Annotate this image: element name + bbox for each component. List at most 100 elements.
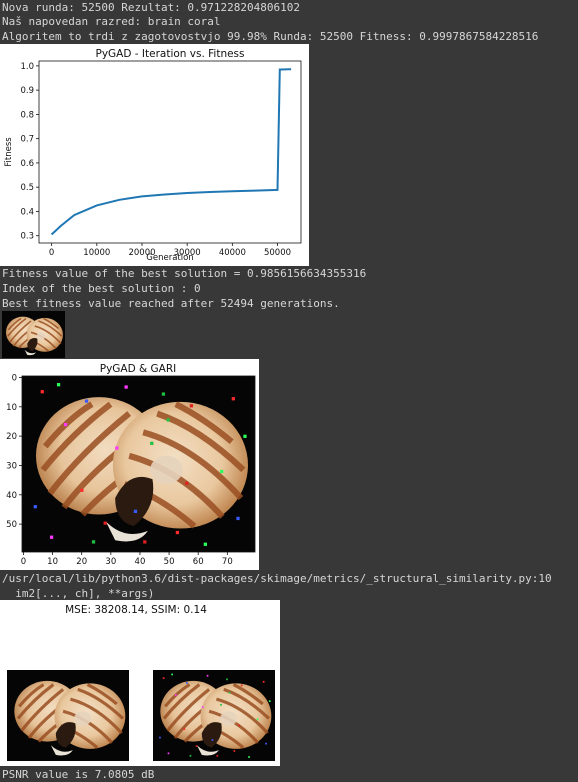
solution-thumbnail <box>2 311 65 358</box>
gari-ytick-label: 10 <box>6 403 17 413</box>
fitness-series-line <box>50 68 292 236</box>
nautilus-large-image <box>22 376 255 552</box>
noise-pixel <box>231 397 235 401</box>
noise-pixel <box>211 739 214 741</box>
gari-xtick-label: 10 <box>47 557 58 567</box>
noise-pixel <box>201 706 204 709</box>
noise-pixel <box>243 434 247 438</box>
noise-pixel <box>143 540 147 544</box>
gari-title: PyGAD & GARI <box>100 363 177 375</box>
noise-pixel <box>238 724 241 727</box>
fitness-ytick-label: 0.5 <box>20 183 34 193</box>
noise-pixel <box>216 754 219 757</box>
fitness-chart-title: PyGAD - Iteration vs. Fitness <box>95 48 244 60</box>
noise-pixel <box>265 742 267 745</box>
noise-pixel <box>124 385 128 389</box>
noise-pixel <box>56 383 61 387</box>
gari-ytick-label: 50 <box>6 520 17 530</box>
fitness-ytick-label: 0.3 <box>20 232 34 242</box>
noise-pixel <box>206 674 209 677</box>
noise-pixel <box>185 481 189 485</box>
gari-xtick-label: 40 <box>135 557 146 567</box>
noise-pixel <box>91 540 96 544</box>
noise-pixel <box>174 694 177 696</box>
fitness-chart: PyGAD - Iteration vs. Fitness 0 10000 2000… <box>0 44 309 266</box>
noise-pixel <box>226 678 228 681</box>
noise-pixel <box>150 441 154 445</box>
gari-image-figure: PyGAD & GARI 0 10 20 30 40 50 60 70 0 10 20 30 40 50 <box>0 359 259 570</box>
noise-pixel <box>103 521 107 525</box>
gari-xtick-label: 50 <box>164 557 175 567</box>
comparison-figure: MSE: 38208.14, SSIM: 0.14 <box>0 600 280 766</box>
fitness-plot-frame <box>38 60 302 244</box>
fitness-xtick-label: 10000 <box>83 248 110 258</box>
console-line-best-fitness: Fitness value of the best solution = 0.9… <box>2 267 367 280</box>
fitness-xtick-label: 20000 <box>128 248 155 258</box>
noise-pixel <box>228 691 231 694</box>
noise-pixel <box>63 422 68 427</box>
noise-pixel <box>256 718 259 721</box>
noise-pixel <box>84 399 89 403</box>
fitness-ytick-label: 0.9 <box>20 86 34 96</box>
solution-image <box>153 670 275 761</box>
noise-pixel <box>159 736 161 739</box>
noise-pixel <box>115 446 119 450</box>
fitness-xtick-label: 40000 <box>219 248 246 258</box>
fitness-xtick-label: 30000 <box>174 248 201 258</box>
console-line-algoritem: Algoritem to trdi z zagotovostvjo 99.98%… <box>2 30 539 43</box>
fitness-chart-svg: PyGAD - Iteration vs. Fitness 0 10000 2000… <box>4 48 302 263</box>
noise-pixel <box>240 684 243 687</box>
noise-pixel <box>189 404 194 408</box>
gari-xtick-label: 20 <box>76 557 87 567</box>
fitness-ytick-label: 0.6 <box>20 159 34 169</box>
console-line-warning-code: im2[..., ch], **args) <box>2 587 155 600</box>
gari-ytick-label: 0 <box>12 373 17 383</box>
noise-pixel <box>162 677 165 679</box>
gari-image-svg: PyGAD & GARI 0 10 20 30 40 50 60 70 0 10 20 30 40 50 <box>6 363 256 567</box>
console-line-best-index: Index of the best solution : 0 <box>2 282 201 295</box>
noise-pixel <box>33 505 37 509</box>
comparison-title: MSE: 38208.14, SSIM: 0.14 <box>65 604 207 616</box>
fitness-xtick-label: 50000 <box>264 248 291 258</box>
gari-xtick-label: 30 <box>105 557 116 567</box>
fitness-ylabel: Fitness <box>4 137 14 167</box>
fitness-xtick-label: 0 <box>49 248 54 258</box>
noise-pixel <box>175 530 180 535</box>
noise-pixel <box>248 756 250 758</box>
noise-pixel <box>203 542 208 546</box>
noise-pixel <box>220 469 224 474</box>
nautilus-thumbnail-image <box>2 311 65 358</box>
noise-pixel <box>195 745 198 747</box>
console-line-psnr: PSNR value is 7.0805 dB <box>2 768 155 781</box>
noise-pixel <box>236 516 240 521</box>
console-line-warning-path: /usr/local/lib/python3.6/dist-packages/s… <box>2 572 552 585</box>
gari-ytick-label: 20 <box>6 432 17 442</box>
noise-pixel <box>189 754 192 757</box>
noise-pixel <box>80 488 84 492</box>
gari-frame <box>21 375 256 553</box>
fitness-ytick-label: 1.0 <box>20 62 34 72</box>
console-line-runda: Nova runda: 52500 Rezultat: 0.9712282048… <box>2 1 301 14</box>
gari-xtick-label: 70 <box>222 557 233 567</box>
fitness-ytick-label: 0.7 <box>20 135 34 145</box>
noise-pixel <box>262 680 265 683</box>
noise-pixel <box>268 700 271 703</box>
gari-ytick-label: 40 <box>6 491 17 501</box>
noise-pixel <box>185 682 188 684</box>
gari-ytick-label: 30 <box>6 461 17 471</box>
noise-pixel <box>183 728 186 730</box>
noise-pixel <box>166 418 170 422</box>
noise-pixel <box>133 509 138 514</box>
noise-pixel <box>220 703 222 706</box>
noise-pixel <box>49 535 54 539</box>
fitness-xlabel: Generation <box>146 253 193 263</box>
console-line-razred: Naš napovedan razred: brain coral <box>2 15 221 28</box>
noise-pixel <box>167 752 170 755</box>
noise-pixel <box>233 750 236 752</box>
original-image <box>7 670 129 761</box>
gari-xtick-label: 60 <box>193 557 204 567</box>
noise-pixel <box>161 392 166 396</box>
comparison-svg: MSE: 38208.14, SSIM: 0.14 <box>7 604 275 761</box>
console-line-best-generation: Best fitness value reached after 52494 g… <box>2 297 340 310</box>
fitness-ytick-label: 0.4 <box>20 207 34 217</box>
